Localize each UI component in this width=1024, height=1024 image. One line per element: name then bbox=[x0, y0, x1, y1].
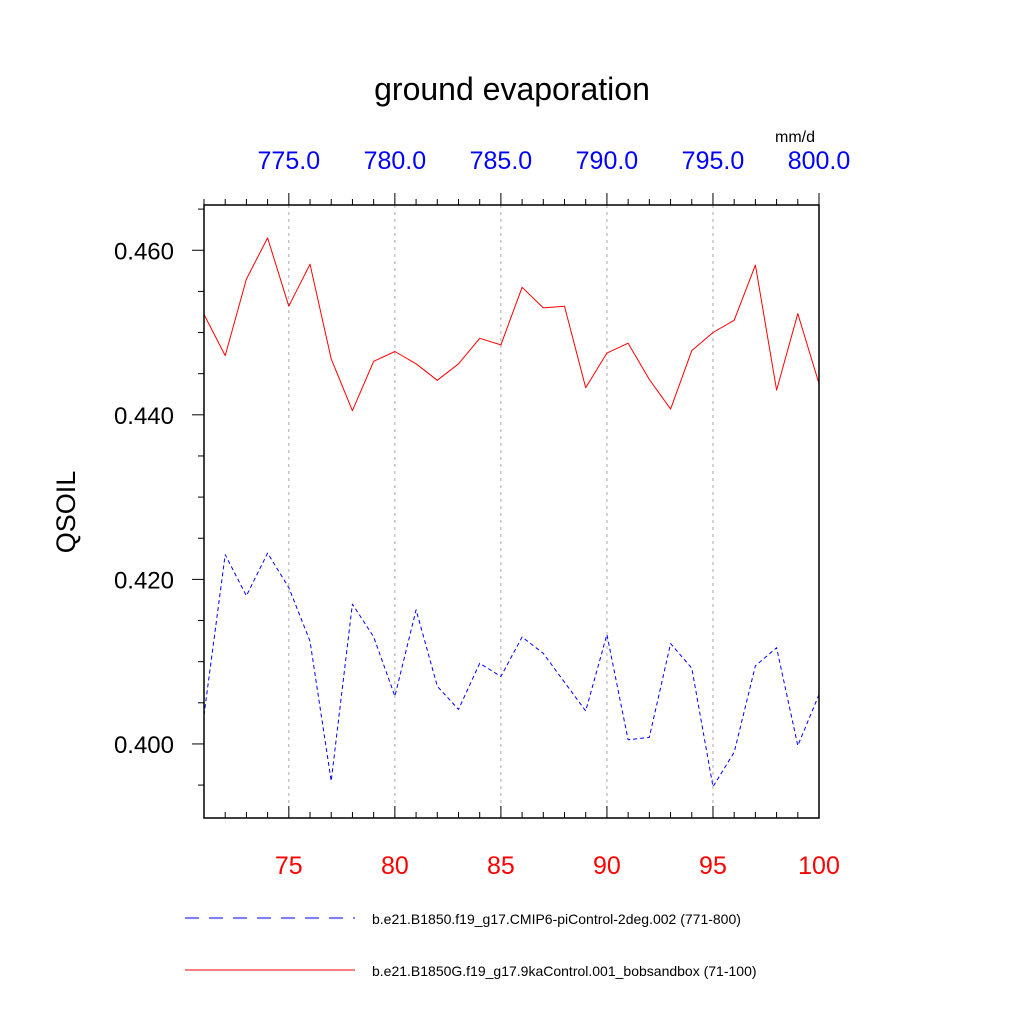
x-tick-label-top: 790.0 bbox=[576, 147, 639, 175]
series-line-blue bbox=[203, 552, 820, 788]
tick-labels: 75 80 85 90 95 100 775.0 780.0 785.0 790.0 795.0 80… bbox=[114, 147, 850, 880]
y-tick-label: 0.460 bbox=[114, 238, 174, 265]
plot-frame bbox=[203, 204, 820, 819]
x-tick-label-bottom: 75 bbox=[275, 852, 303, 880]
legend-label-blue: b.e21.B1850.f19_g17.CMIP6-piControl-2deg… bbox=[372, 911, 741, 927]
x-tick-label-top: 775.0 bbox=[258, 147, 321, 175]
series-line-red bbox=[203, 237, 820, 412]
x-tick-label-top: 800.0 bbox=[788, 147, 851, 175]
x-tick-label-bottom: 80 bbox=[381, 852, 409, 880]
chart-title: ground evaporation bbox=[374, 71, 650, 107]
y-tick-label: 0.420 bbox=[114, 567, 174, 594]
legend: b.e21.B1850.f19_g17.CMIP6-piControl-2deg… bbox=[185, 911, 757, 979]
y-tick-label: 0.400 bbox=[114, 732, 174, 759]
plot-series bbox=[203, 237, 820, 788]
grid-lines bbox=[288, 205, 714, 818]
axis-ticks bbox=[192, 193, 820, 818]
units-label: mm/d bbox=[775, 129, 815, 146]
x-tick-label-top: 780.0 bbox=[364, 147, 427, 175]
x-tick-label-bottom: 85 bbox=[487, 852, 515, 880]
x-tick-label-bottom: 95 bbox=[699, 852, 727, 880]
legend-label-red: b.e21.B1850G.f19_g17.9kaControl.001_bobs… bbox=[372, 963, 757, 979]
y-axis-label: QSOIL bbox=[51, 471, 81, 554]
x-tick-label-top: 785.0 bbox=[470, 147, 533, 175]
x-tick-label-top: 795.0 bbox=[682, 147, 745, 175]
x-tick-label-bottom: 90 bbox=[593, 852, 621, 880]
y-tick-label: 0.440 bbox=[114, 403, 174, 430]
x-tick-label-bottom: 100 bbox=[798, 852, 840, 880]
